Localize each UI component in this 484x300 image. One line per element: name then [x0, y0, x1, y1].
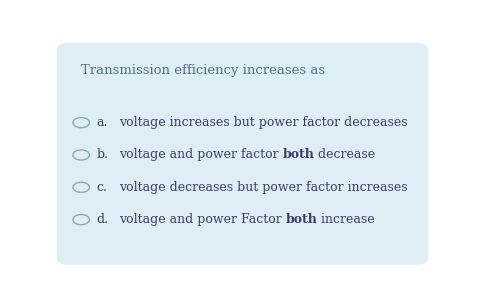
Text: c.: c.	[96, 181, 107, 194]
Text: a.: a.	[96, 116, 107, 129]
Text: voltage and power factor: voltage and power factor	[119, 148, 282, 161]
Text: voltage decreases but power factor increases: voltage decreases but power factor incre…	[119, 181, 407, 194]
Text: b.: b.	[96, 148, 108, 161]
Text: d.: d.	[96, 213, 108, 226]
Text: voltage and power Factor: voltage and power Factor	[119, 213, 286, 226]
Text: increase: increase	[318, 213, 375, 226]
FancyBboxPatch shape	[57, 43, 428, 265]
Text: both: both	[282, 148, 314, 161]
Text: Transmission efficiency increases as: Transmission efficiency increases as	[81, 64, 325, 77]
Text: both: both	[286, 213, 318, 226]
Text: voltage increases but power factor decreases: voltage increases but power factor decre…	[119, 116, 407, 129]
Text: decrease: decrease	[314, 148, 375, 161]
